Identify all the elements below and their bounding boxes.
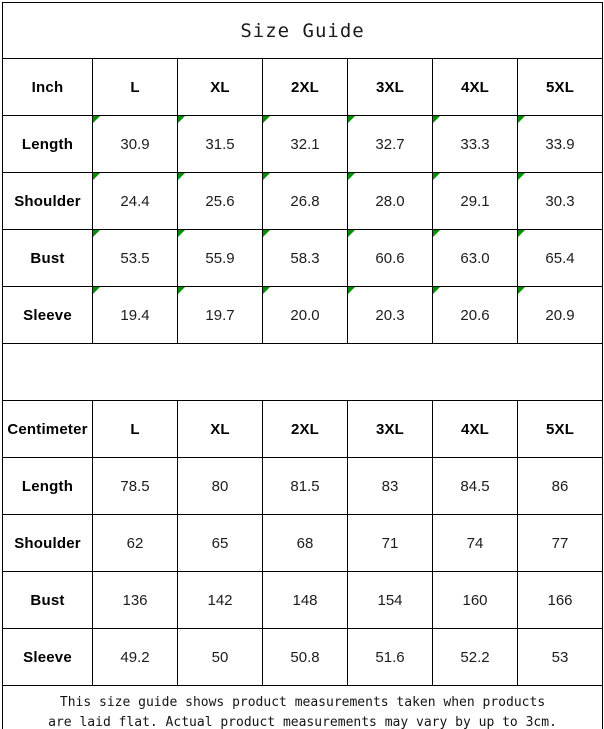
table-row: Shoulder 62 65 68 71 74 77: [2, 514, 604, 572]
measurement-cell: 32.7: [347, 115, 433, 173]
header-row-centimeter: Centimeter L XL 2XL 3XL 4XL 5XL: [2, 400, 604, 458]
measurement-cell: 49.2: [92, 628, 178, 686]
measurement-cell: 62: [92, 514, 178, 572]
measurement-cell: 31.5: [177, 115, 263, 173]
table-row: Sleeve 49.2 50 50.8 51.6 52.2 53: [2, 628, 604, 686]
measurement-cell: 53: [516, 628, 604, 686]
column-header-4xl: 4XL: [432, 58, 518, 116]
measurement-cell: 50.8: [262, 628, 348, 686]
measurement-cell: 20.9: [516, 286, 604, 344]
measurement-cell: 29.1: [432, 172, 518, 230]
table-row: Length 78.5 80 81.5 83 84.5 86: [2, 457, 604, 515]
header-row-inch: Inch L XL 2XL 3XL 4XL 5XL: [2, 58, 604, 116]
row-label-bust: Bust: [2, 229, 93, 287]
measurement-cell: 65.4: [516, 229, 604, 287]
measurement-cell: 84.5: [432, 457, 518, 515]
measurement-cell: 50: [177, 628, 263, 686]
column-header-4xl: 4XL: [432, 400, 518, 458]
unit-header-inch: Inch: [2, 58, 93, 116]
measurement-cell: 20.3: [347, 286, 433, 344]
column-header-5xl: 5XL: [516, 58, 604, 116]
measurement-cell: 28.0: [347, 172, 433, 230]
page-title: Size Guide: [1, 2, 604, 59]
column-header-2xl: 2XL: [262, 400, 348, 458]
measurement-cell: 80: [177, 457, 263, 515]
table-row: Bust 53.5 55.9 58.3 60.6 63.0 65.4: [2, 229, 604, 287]
footer-note-line-1: This size guide shows product measuremen…: [59, 695, 546, 710]
measurement-cell: 86: [516, 457, 604, 515]
measurement-cell: 19.4: [92, 286, 178, 344]
measurement-cell: 65: [177, 514, 263, 572]
measurement-cell: 26.8: [262, 172, 348, 230]
measurement-cell: 63.0: [432, 229, 518, 287]
measurement-cell: 166: [516, 571, 604, 629]
measurement-cell: 74: [432, 514, 518, 572]
measurement-cell: 154: [347, 571, 433, 629]
measurement-cell: 58.3: [262, 229, 348, 287]
column-header-xl: XL: [177, 400, 263, 458]
footer-note-line-2: are laid flat. Actual product measuremen…: [48, 715, 557, 729]
measurement-cell: 20.6: [432, 286, 518, 344]
measurement-cell: 60.6: [347, 229, 433, 287]
row-label-bust: Bust: [2, 571, 93, 629]
table-row: Sleeve 19.4 19.7 20.0 20.3 20.6 20.9: [2, 286, 604, 344]
measurement-cell: 52.2: [432, 628, 518, 686]
measurement-cell: 51.6: [347, 628, 433, 686]
column-header-5xl: 5XL: [516, 400, 604, 458]
measurement-cell: 136: [92, 571, 178, 629]
unit-header-centimeter: Centimeter: [2, 400, 93, 458]
measurement-cell: 160: [432, 571, 518, 629]
measurement-cell: 30.3: [516, 172, 604, 230]
measurement-cell: 32.1: [262, 115, 348, 173]
row-label-length: Length: [2, 457, 93, 515]
measurement-cell: 20.0: [262, 286, 348, 344]
column-header-2xl: 2XL: [262, 58, 348, 116]
measurement-cell: 83: [347, 457, 433, 515]
measurement-cell: 33.3: [432, 115, 518, 173]
footer-note: This size guide shows product measuremen…: [1, 685, 604, 729]
measurement-cell: 53.5: [92, 229, 178, 287]
measurement-cell: 30.9: [92, 115, 178, 173]
measurement-cell: 33.9: [516, 115, 604, 173]
measurement-cell: 71: [347, 514, 433, 572]
measurement-cell: 24.4: [92, 172, 178, 230]
measurement-cell: 142: [177, 571, 263, 629]
row-label-sleeve: Sleeve: [2, 286, 93, 344]
footer-row: This size guide shows product measuremen…: [1, 685, 604, 729]
column-header-l: L: [92, 400, 178, 458]
table-row: Bust 136 142 148 154 160 166: [2, 571, 604, 629]
measurement-cell: 81.5: [262, 457, 348, 515]
column-header-l: L: [92, 58, 178, 116]
column-header-xl: XL: [177, 58, 263, 116]
column-header-3xl: 3XL: [347, 58, 433, 116]
table-row: Length 30.9 31.5 32.1 32.7 33.3 33.9: [2, 115, 604, 173]
row-label-sleeve: Sleeve: [2, 628, 93, 686]
table-spacer-row: [1, 343, 604, 401]
table-row: Shoulder 24.4 25.6 26.8 28.0 29.1 30.3: [2, 172, 604, 230]
measurement-cell: 148: [262, 571, 348, 629]
row-label-shoulder: Shoulder: [2, 514, 93, 572]
measurement-cell: 68: [262, 514, 348, 572]
measurement-cell: 55.9: [177, 229, 263, 287]
measurement-cell: 25.6: [177, 172, 263, 230]
measurement-cell: 78.5: [92, 457, 178, 515]
row-label-length: Length: [2, 115, 93, 173]
spacer-cell: [1, 343, 604, 401]
measurement-cell: 19.7: [177, 286, 263, 344]
measurement-cell: 77: [516, 514, 604, 572]
title-row: Size Guide: [1, 2, 604, 59]
column-header-3xl: 3XL: [347, 400, 433, 458]
row-label-shoulder: Shoulder: [2, 172, 93, 230]
